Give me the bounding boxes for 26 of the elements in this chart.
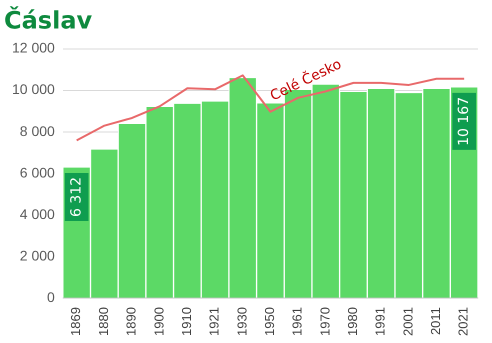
text: Celé Česko [267, 55, 344, 104]
y-tick-label: 10 000 [12, 81, 56, 98]
x-tick-label: 1921 [206, 307, 222, 336]
x-tick-label: 1930 [234, 307, 250, 336]
chart-title: Čáslav [4, 6, 93, 35]
x-tick-label: 1900 [151, 307, 166, 336]
y-tick-label: 2 000 [20, 247, 56, 264]
y-tick-label: 4 000 [20, 206, 56, 222]
x-tick-label: 1910 [178, 307, 194, 336]
y-tick-label: 8 000 [20, 122, 56, 139]
x-tick-label: 2001 [400, 307, 416, 336]
x-tick-label: 2011 [428, 307, 444, 336]
x-tick-label: 1991 [372, 307, 388, 336]
x-tick-label: 2021 [456, 307, 471, 336]
x-tick-label: 1961 [290, 307, 305, 336]
x-tick-label: 1950 [262, 307, 277, 336]
x-tick-label: 1890 [124, 307, 139, 336]
x-tick-label: 1880 [96, 307, 111, 336]
y-tick-label: 6 000 [20, 164, 56, 180]
y-tick-label: 12 000 [12, 40, 56, 56]
data-label: 6 312 [68, 176, 84, 218]
data-label: 10 167 [456, 96, 472, 146]
x-tick-label: 1869 [68, 307, 84, 336]
x-tick-label: 1970 [317, 307, 332, 336]
y-tick-label: 0 [47, 288, 56, 305]
x-tick-label: 1980 [345, 307, 360, 336]
